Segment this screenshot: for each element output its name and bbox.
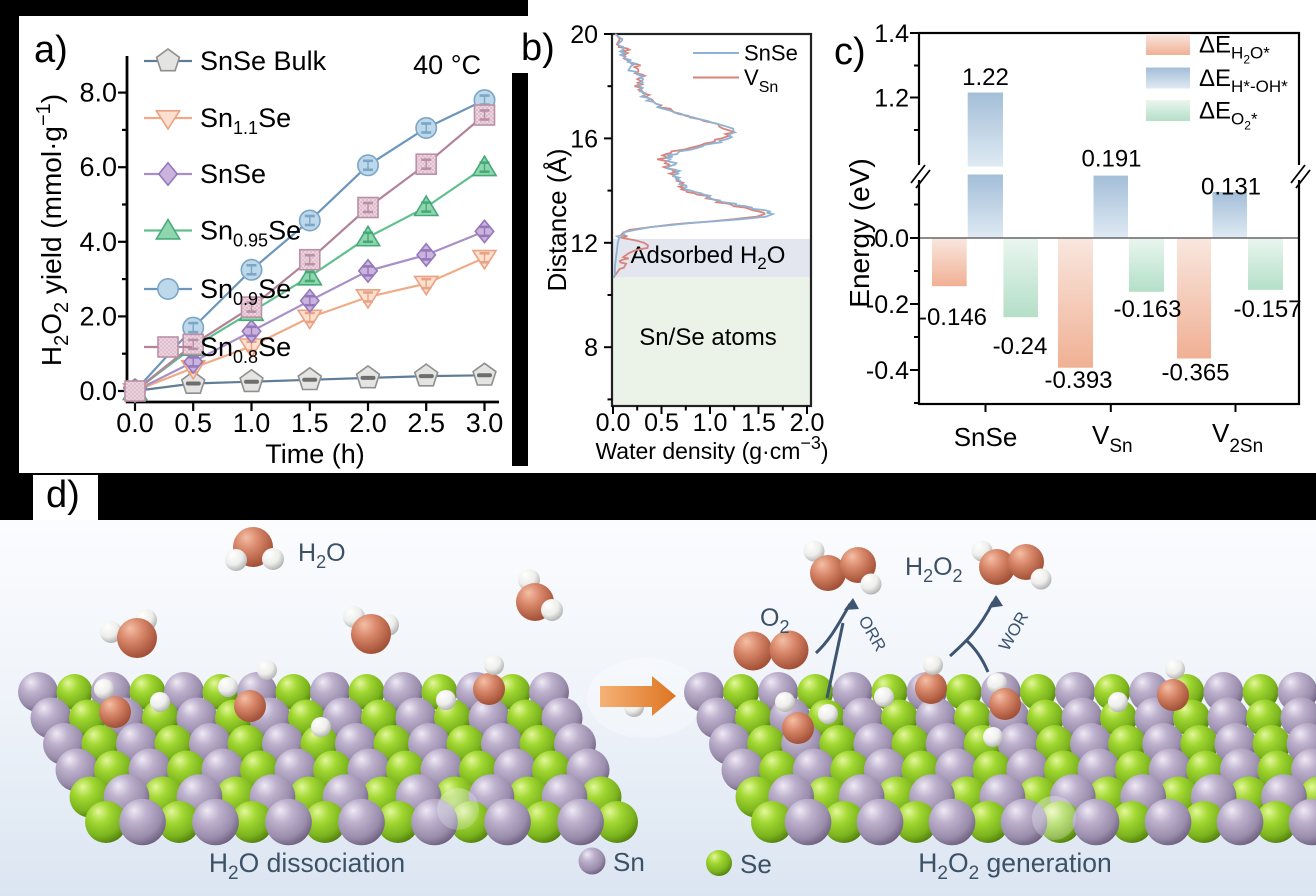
svg-text:H2O2 yield (mmol·g−1): H2O2 yield (mmol·g−1) (33, 94, 73, 366)
svg-text:-0.146: -0.146 (919, 304, 987, 331)
svg-text:3.0: 3.0 (466, 408, 504, 438)
svg-text:16: 16 (570, 125, 598, 153)
svg-text:ΔEH*-OH*: ΔEH*-OH* (1199, 65, 1288, 96)
svg-text:Sn/Se atoms: Sn/Se atoms (639, 324, 776, 351)
svg-text:0.0: 0.0 (596, 409, 631, 437)
svg-text:Sn: Sn (613, 847, 645, 877)
svg-text:2.0: 2.0 (79, 301, 117, 331)
svg-text:Water density (g·cm−3): Water density (g·cm−3) (595, 433, 828, 464)
svg-text:20: 20 (570, 21, 598, 49)
svg-text:4.0: 4.0 (79, 227, 117, 257)
svg-text:0.0: 0.0 (874, 225, 909, 253)
svg-text:1.5: 1.5 (291, 408, 329, 438)
svg-text:-0.157: -0.157 (1233, 296, 1301, 323)
svg-text:a): a) (34, 29, 68, 71)
svg-text:1.0: 1.0 (233, 408, 271, 438)
svg-text:Se: Se (740, 849, 772, 879)
svg-text:-0.163: -0.163 (1113, 296, 1181, 323)
svg-text:Sn0.8Se: Sn0.8Se (200, 332, 291, 367)
svg-text:0.191: 0.191 (1081, 146, 1141, 173)
svg-text:2.0: 2.0 (349, 408, 387, 438)
svg-text:2.5: 2.5 (407, 408, 445, 438)
svg-text:H2O: H2O (298, 539, 346, 572)
svg-text:Sn1.1Se: Sn1.1Se (200, 103, 291, 138)
svg-text:1.0: 1.0 (693, 409, 728, 437)
svg-text:ΔEO2*: ΔEO2* (1199, 98, 1258, 133)
svg-text:0.5: 0.5 (644, 409, 679, 437)
svg-text:SnSe: SnSe (200, 159, 266, 189)
svg-text:0.5: 0.5 (174, 408, 212, 438)
svg-text:Adsorbed H2O: Adsorbed H2O (631, 242, 786, 273)
svg-text:8.0: 8.0 (79, 78, 117, 108)
svg-text:6.0: 6.0 (79, 152, 117, 182)
svg-text:ΔEH2O*: ΔEH2O* (1199, 32, 1270, 67)
svg-text:0.0: 0.0 (116, 408, 154, 438)
svg-text:1.2: 1.2 (874, 85, 909, 113)
svg-text:c): c) (834, 31, 866, 73)
svg-text:Sn0.95Se: Sn0.95Se (200, 216, 301, 251)
svg-text:-0.24: -0.24 (993, 333, 1048, 360)
svg-text:VSn: VSn (744, 65, 778, 96)
svg-text:SnSe: SnSe (954, 422, 1018, 452)
svg-text:1.4: 1.4 (874, 20, 909, 48)
svg-text:-0.365: -0.365 (1161, 360, 1229, 387)
svg-text:2.0: 2.0 (790, 409, 825, 437)
svg-text:Sn0.9Se: Sn0.9Se (200, 274, 291, 309)
svg-text:1.22: 1.22 (962, 64, 1009, 91)
svg-text:SnSe: SnSe (744, 41, 798, 66)
svg-text:Distance (Å): Distance (Å) (542, 148, 572, 291)
svg-text:V2Sn: V2Sn (1212, 418, 1263, 457)
svg-text:SnSe Bulk: SnSe Bulk (200, 46, 327, 76)
svg-text:1.5: 1.5 (741, 409, 776, 437)
svg-text:0.131: 0.131 (1201, 174, 1261, 201)
svg-text:40 °C: 40 °C (413, 50, 481, 80)
svg-text:Time (h): Time (h) (265, 439, 365, 469)
svg-text:-0.4: -0.4 (866, 357, 909, 385)
svg-text:-0.2: -0.2 (866, 291, 909, 319)
svg-text:0.0: 0.0 (79, 376, 117, 406)
svg-text:VSn: VSn (1092, 420, 1133, 457)
svg-text:Energy (eV): Energy (eV) (844, 158, 875, 307)
svg-text:12: 12 (570, 230, 598, 258)
svg-text:-0.393: -0.393 (1044, 367, 1112, 394)
svg-text:8: 8 (584, 334, 598, 362)
